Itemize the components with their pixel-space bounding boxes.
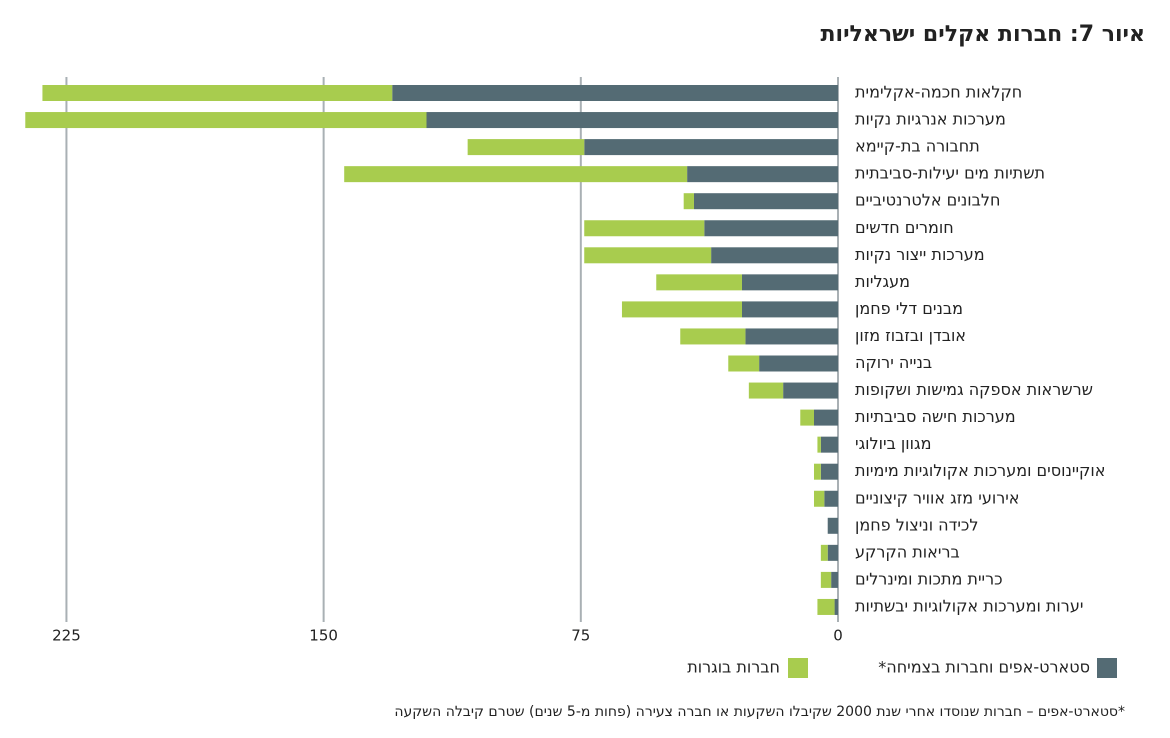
x-tick-label: 0: [833, 627, 843, 645]
bar-segment: [693, 193, 838, 210]
bar-segment: [820, 436, 838, 453]
bar-segment: [704, 220, 838, 237]
bar-segment: [820, 544, 828, 561]
bar-segment: [813, 463, 821, 480]
bar-segment: [813, 409, 838, 426]
bar-segment: [745, 328, 838, 345]
bar-segment: [759, 355, 838, 372]
bar-segment: [834, 598, 838, 615]
x-tick-label: 150: [309, 627, 338, 645]
y-tick-label: חומרים חדשים: [855, 218, 954, 237]
bar-segment: [711, 247, 838, 264]
bar-segment: [621, 301, 742, 318]
legend-label: סטארט-אפים וחברות בצמיחה*: [878, 658, 1090, 677]
y-tick-label: מעגליות: [855, 272, 910, 291]
footnote: *סטארט-אפים – חברות שנוסדו אחרי שנת 2000…: [394, 704, 1125, 720]
y-tick-label: אוקיינוסים ומערכות אקולוגיות מימיות: [855, 461, 1105, 480]
y-tick-label: בריאות הקרקע: [855, 542, 960, 561]
legend-label: חברות בוגרות: [687, 658, 780, 677]
bar-segment: [827, 517, 838, 534]
y-tick-label: מערכות אנרגיות נקיות: [855, 110, 1006, 129]
bar-segment: [584, 139, 838, 156]
bar-segment: [344, 166, 688, 183]
bar-segment: [741, 301, 838, 318]
y-tick-label: אירועי מזג אוויר קיצוניים: [855, 488, 1020, 507]
bar-segment: [820, 571, 832, 588]
bar-segment: [748, 382, 784, 399]
bar-segment: [680, 328, 746, 345]
bar-segment: [813, 490, 825, 507]
y-tick-label: כריית מתכות ומינרלים: [855, 569, 1003, 588]
bar-segment: [683, 193, 694, 210]
bar-segment: [741, 274, 838, 291]
x-tick-label: 75: [571, 627, 590, 645]
y-tick-label: מבנים דלי פחמן: [855, 299, 963, 318]
bar-segment: [817, 436, 821, 453]
bar-segment: [728, 355, 760, 372]
y-tick-label: מערכות חישה סביבתיות: [855, 407, 1016, 426]
y-tick-label: תחבורה בת-קיימא: [855, 137, 980, 156]
bar-segment: [584, 247, 712, 264]
y-tick-label: מערכות ייצור נקיות: [855, 245, 985, 264]
bar-segment: [656, 274, 742, 291]
bar-segment: [42, 85, 393, 101]
bar-segment: [831, 571, 838, 588]
y-tick-label: בנייה ירוקה: [855, 353, 932, 372]
bar-segment: [824, 490, 838, 507]
y-tick-label: יערות ומערכות אקולוגיות יבשתיות: [855, 596, 1083, 615]
bar-segment: [820, 463, 838, 480]
bar-segment: [817, 598, 835, 615]
legend-swatch: [788, 658, 808, 678]
y-tick-label: חלבונים אלטרנטיביים: [855, 191, 1000, 210]
y-tick-label: מגוון ביולוגי: [855, 434, 931, 453]
bar-segment: [426, 112, 838, 129]
y-tick-label: תשתיות מים יעילות-סביבתית: [855, 164, 1045, 183]
bar-segment: [783, 382, 838, 399]
bar-segment: [392, 85, 838, 101]
bar-segment: [467, 139, 585, 156]
bar-segment: [25, 112, 427, 129]
x-tick-label: 225: [52, 627, 81, 645]
y-tick-label: חקלאות חכמה-אקלימית: [855, 83, 1022, 102]
chart-title: איור 7: חברות אקלים ישראליות: [820, 22, 1145, 47]
bar-segment: [800, 409, 814, 426]
bar-segment: [827, 544, 838, 561]
y-tick-label: שרשראות אספקה גמישות ושקופות: [855, 380, 1093, 399]
bar-segment: [687, 166, 838, 183]
legend-swatch: [1097, 658, 1117, 678]
bar-segment: [584, 220, 705, 237]
y-tick-label: לכידה וניצול פחמן: [855, 515, 978, 534]
y-tick-label: אובדן ובזבוז מזון: [855, 326, 966, 345]
